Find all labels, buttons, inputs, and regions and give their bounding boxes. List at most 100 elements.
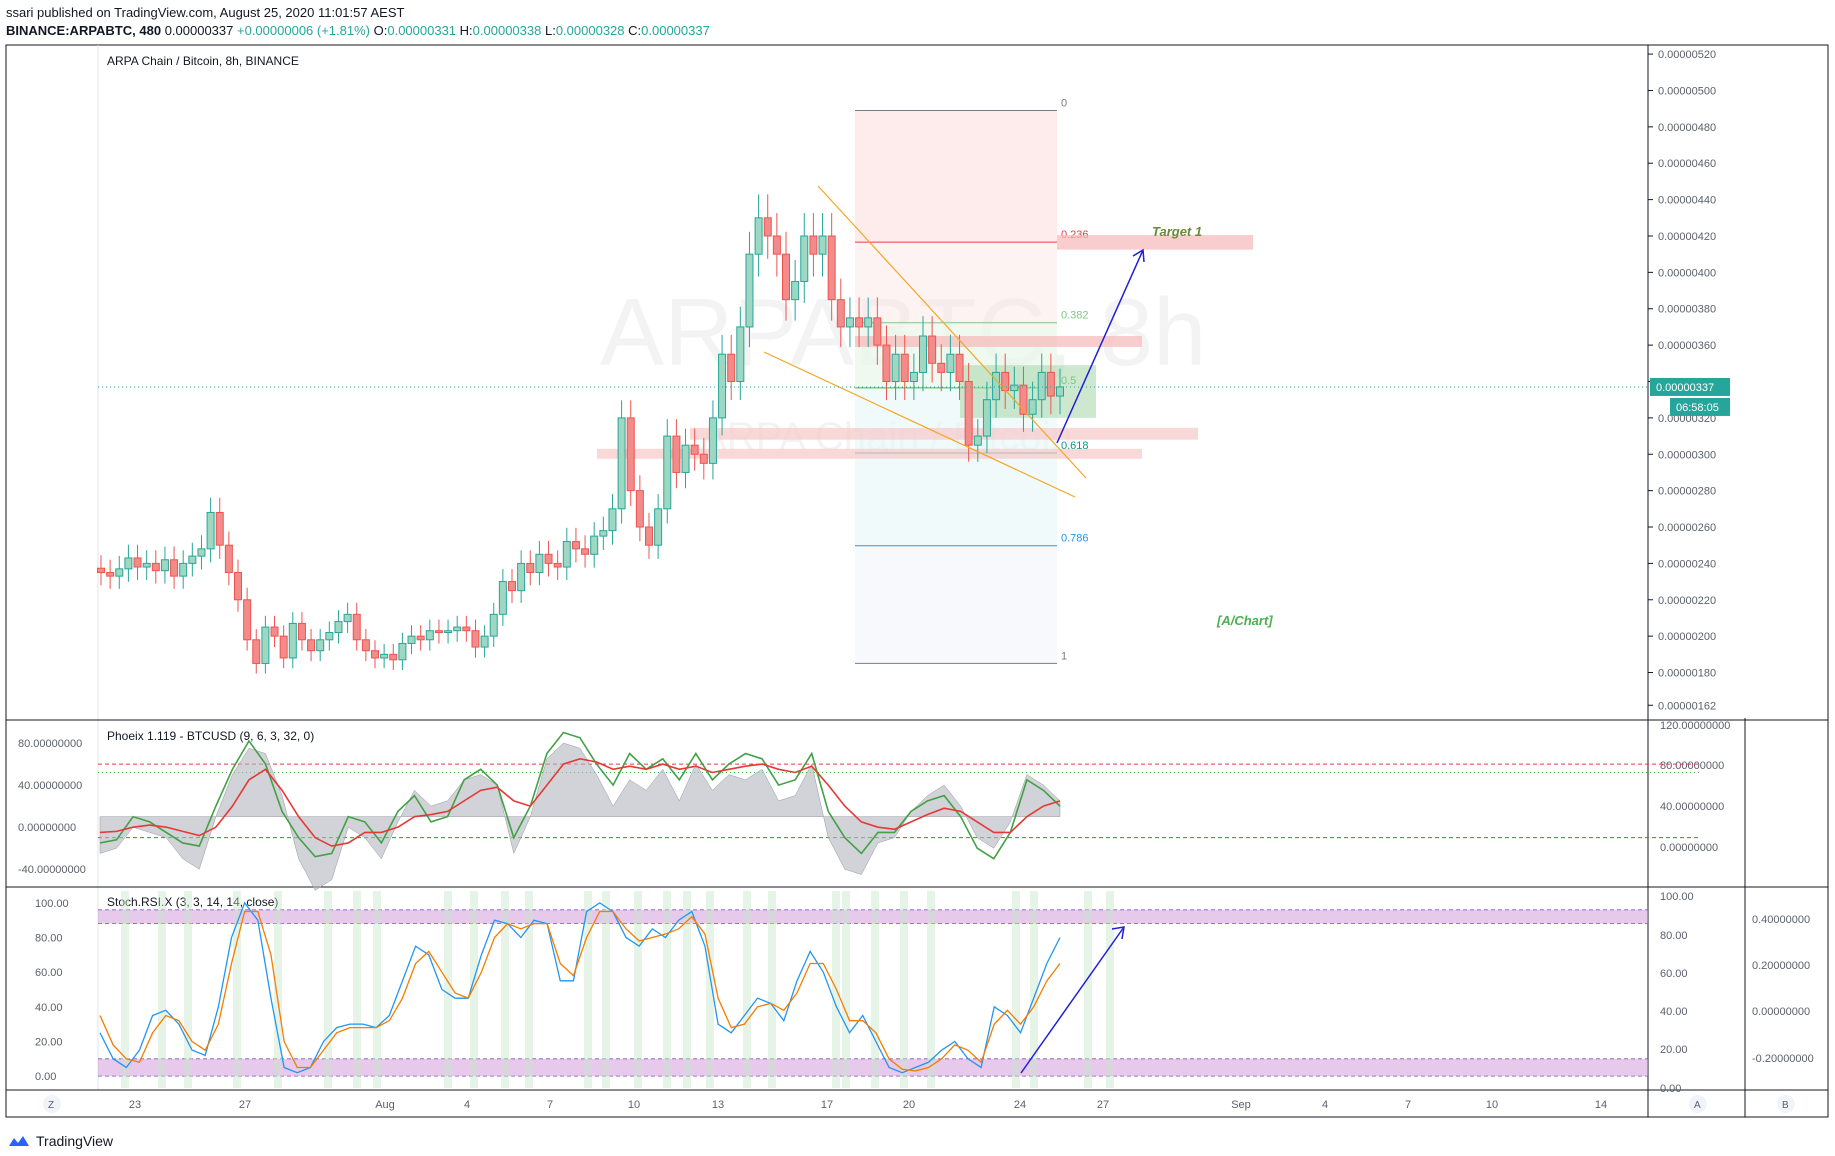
candle-body [1028, 399, 1037, 415]
candle-body [608, 508, 617, 532]
stoch-signal-bar [121, 891, 129, 1088]
auto-scale-button [1689, 1095, 1707, 1113]
candle-body [818, 235, 827, 255]
stoch-mid-tick: 0.00 [1660, 1083, 1681, 1095]
stoch-oversold-band [98, 1058, 1648, 1077]
candle-body [946, 353, 955, 373]
stoch-mid-tick: 60.00 [1660, 968, 1688, 980]
stoch-left-tick: 60.00 [35, 967, 63, 979]
stoch-right-tick: 0.20000000 [1752, 960, 1810, 972]
time-tick-label: 24 [1014, 1099, 1026, 1111]
osc-histogram-area [99, 742, 1061, 891]
change-value: +0.00000006 (+1.81%) [237, 23, 370, 38]
candle-body [745, 253, 754, 328]
candle-body [873, 317, 882, 346]
price-tick-label: 0.00000440 [1658, 195, 1716, 207]
price-tick-label: 0.00000300 [1658, 449, 1716, 461]
open-value: 0.00000331 [387, 23, 457, 38]
candle-body [800, 235, 809, 282]
candle-body [645, 526, 653, 546]
stoch-signal-bar [683, 891, 691, 1088]
stoch-signal-bar [470, 891, 478, 1088]
stoch-signal-bar [871, 891, 879, 1088]
stoch-signal-bar [900, 891, 908, 1088]
candle-body [571, 541, 580, 550]
price-tick-label: 0.00000220 [1658, 595, 1716, 607]
candle-body [508, 581, 516, 592]
candle-body [599, 530, 608, 537]
candle-body [937, 362, 946, 373]
candle-body [827, 235, 836, 301]
close-label: C: [628, 23, 642, 38]
candle-body [882, 344, 891, 382]
candle-body [708, 417, 717, 464]
candle-body [845, 317, 854, 328]
candle-body [97, 567, 105, 573]
oscillator-title: Phoeix 1.119 - BTCUSD (9, 6, 3, 32, 0) [107, 729, 314, 743]
price-tick-label: 0.00000460 [1658, 158, 1716, 170]
stoch-k-line [99, 901, 1061, 1074]
price-tick-label: 0.00000380 [1658, 304, 1716, 316]
candle-body [635, 490, 644, 528]
high-value: 0.00000338 [472, 23, 542, 38]
stoch-signal-bar [184, 891, 192, 1088]
b-scale-label: B [1782, 1100, 1789, 1111]
target-label: Target 1 [1152, 224, 1202, 239]
candle-body [626, 417, 635, 492]
candle-body [297, 622, 306, 641]
candle-body [718, 353, 727, 419]
time-tick-label: 20 [903, 1099, 915, 1111]
candle-body [416, 635, 425, 641]
candle-body [288, 622, 297, 659]
candle-body [654, 508, 663, 546]
osc-left-tick: 40.00000000 [18, 780, 82, 792]
candle-body [279, 635, 288, 659]
candle-body [581, 548, 590, 555]
osc-right-tick: 0.00000000 [1660, 842, 1718, 854]
candle-body [160, 559, 169, 572]
price-tick-label: 0.00000360 [1658, 340, 1716, 352]
osc-left-tick: 0.00000000 [18, 822, 76, 834]
symbol-label[interactable]: BINANCE:ARPABTC, 480 [6, 23, 162, 38]
candle-body [909, 371, 918, 382]
countdown-label: 06:58:05 [1676, 402, 1719, 414]
low-label: L: [544, 23, 556, 38]
target-arrow-head [1132, 248, 1145, 263]
candle-body [672, 435, 681, 473]
candle-body [955, 353, 964, 382]
candle-body [736, 326, 745, 382]
candle-body [425, 630, 434, 641]
time-tick-label: 10 [628, 1099, 640, 1111]
candle-body [1019, 384, 1028, 415]
candle-body [782, 253, 790, 301]
stoch-d-line [99, 910, 1061, 1072]
stoch-signal-bar [706, 891, 714, 1088]
price-tick-label: 0.00000420 [1658, 231, 1716, 243]
stoch-signal-bar [1030, 891, 1038, 1088]
time-tick-label: 23 [129, 1099, 141, 1111]
candle-body [261, 626, 270, 664]
resistance-zone [690, 427, 1198, 440]
osc-main-line [99, 731, 1061, 860]
tradingview-footer[interactable]: TradingView [8, 1133, 113, 1149]
price-tick-label: 0.00000480 [1658, 122, 1716, 134]
candle-body [252, 639, 261, 664]
stoch-right-tick: 0.40000000 [1752, 914, 1810, 926]
candle-body [690, 444, 699, 455]
time-tick-label: 7 [1405, 1099, 1411, 1111]
candle-body [361, 639, 370, 652]
price-tick-label: 0.00000200 [1658, 631, 1716, 643]
candle-body [928, 335, 937, 364]
osc-right-tick: 40.00000000 [1660, 801, 1724, 813]
stoch-signal-bar [158, 891, 166, 1088]
candle-body [270, 626, 279, 637]
resistance-zone [1057, 235, 1253, 250]
candle-body [562, 541, 571, 568]
candle-body [891, 353, 900, 382]
candle-body [900, 353, 909, 382]
candle-body [343, 613, 352, 623]
stoch-signal-bar [584, 891, 592, 1088]
candle-body [325, 632, 334, 641]
stoch-left-tick: 80.00 [35, 933, 63, 945]
